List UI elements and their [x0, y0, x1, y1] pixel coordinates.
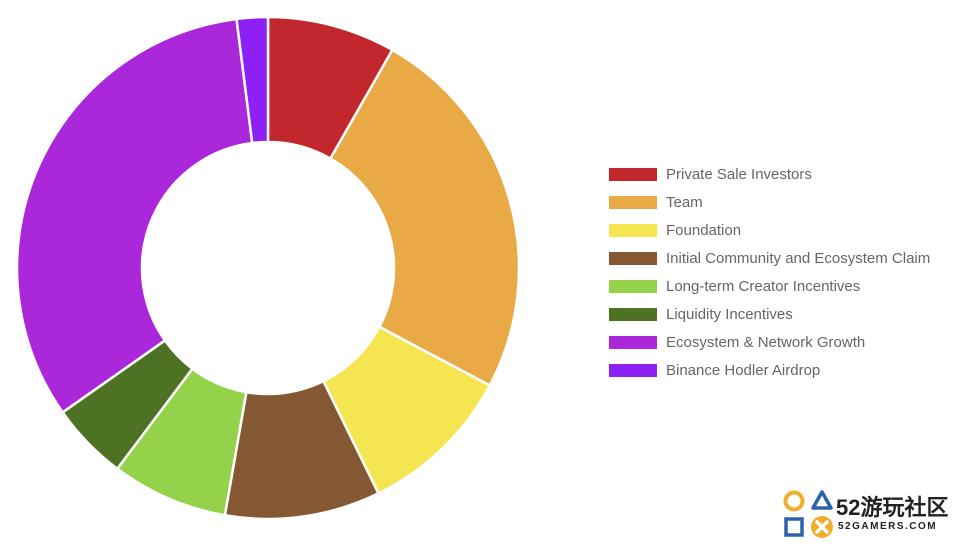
- donut-slice-2: [329, 48, 521, 387]
- legend-label: Foundation: [666, 221, 742, 239]
- legend-label: Team: [666, 193, 703, 211]
- legend-label: Liquidity Incentives: [666, 305, 793, 323]
- legend-item[interactable]: Initial Community and Ecosystem Claim: [609, 244, 930, 272]
- legend-swatch: [609, 363, 657, 377]
- watermark-subtitle: 52GAMERS.COM: [838, 521, 938, 532]
- legend-swatch: [609, 279, 657, 293]
- watermark-title: 52游玩社区: [836, 495, 949, 520]
- legend-item[interactable]: Binance Hodler Airdrop: [609, 356, 930, 384]
- legend-label: Long-term Creator Incentives: [666, 277, 861, 295]
- legend-item[interactable]: Team: [609, 188, 930, 216]
- legend-swatch: [609, 251, 657, 265]
- legend-label: Binance Hodler Airdrop: [666, 361, 821, 379]
- cross-icon: [815, 520, 829, 534]
- legend-label: Private Sale Investors: [666, 165, 812, 183]
- legend-item[interactable]: Long-term Creator Incentives: [609, 272, 930, 300]
- legend-swatch: [609, 167, 657, 181]
- legend-swatch: [609, 335, 657, 349]
- legend-item[interactable]: Ecosystem & Network Growth: [609, 328, 930, 356]
- triangle-icon: [811, 490, 833, 510]
- donut-slice-8: [235, 15, 270, 145]
- legend-swatch: [609, 195, 657, 209]
- square-icon: [784, 517, 804, 537]
- circle-icon: [783, 490, 805, 512]
- legend-item[interactable]: Private Sale Investors: [609, 160, 930, 188]
- donut-slice-7: [15, 17, 254, 414]
- legend-label: Ecosystem & Network Growth: [666, 333, 866, 351]
- legend-item[interactable]: Liquidity Incentives: [609, 300, 930, 328]
- watermark-logo: 52游玩社区 52GAMERS.COM: [782, 488, 952, 542]
- legend-item[interactable]: Foundation: [609, 216, 930, 244]
- chart-legend: Private Sale Investors Team Foundation Init…: [609, 160, 930, 384]
- donut-chart: [15, 15, 521, 521]
- watermark-icons: [783, 490, 833, 538]
- legend-label: Initial Community and Ecosystem Claim: [666, 249, 931, 267]
- legend-swatch: [609, 223, 657, 237]
- legend-swatch: [609, 307, 657, 321]
